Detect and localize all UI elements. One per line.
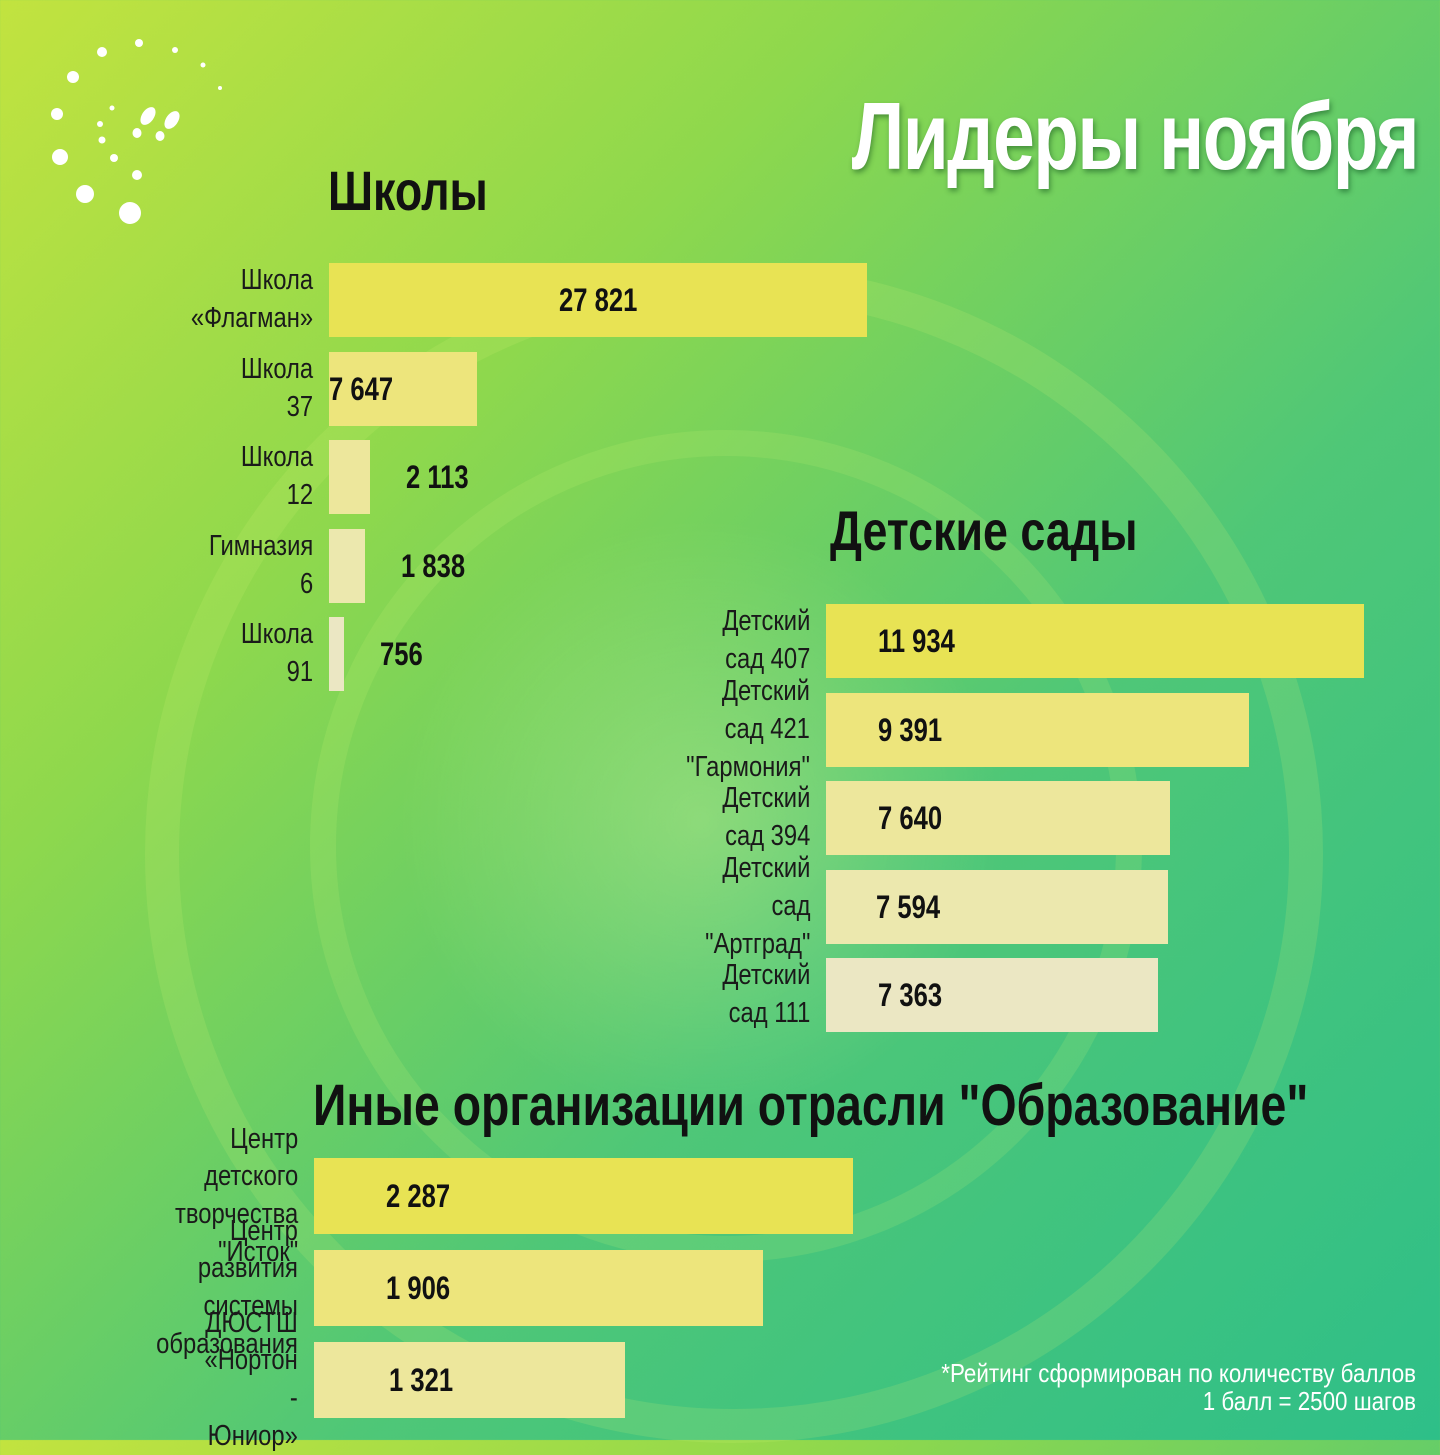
bar-row-organization: Центр развития системы образования 1 906: [156, 1215, 763, 1360]
bar: [329, 529, 365, 603]
bar: [826, 693, 1249, 767]
bar-row-kindergarten: Детский сад "Артград" 7 594: [705, 852, 1168, 960]
bar: [329, 352, 477, 426]
category-label: Школа «Флагман»: [190, 264, 314, 334]
section-title-other-organizations: Иные организации отрасли "Образование": [313, 1073, 1309, 1138]
bar-row-kindergarten: Детский сад 421 "Гармония" 9 391: [686, 675, 1249, 783]
bar: [314, 1158, 853, 1234]
footnote-line-1: *Рейтинг сформирован по количеству балло…: [941, 1358, 1416, 1388]
category-label: ДЮСТШ «Нортон - Юниор»: [204, 1306, 298, 1452]
value-label: 1 906: [386, 1269, 451, 1306]
bar-row-school: Гимназия 6 1 838: [209, 529, 465, 603]
footnote: *Рейтинг сформирован по количеству балло…: [941, 1358, 1416, 1416]
value-label: 2 113: [406, 458, 469, 495]
value-label: 9 391: [878, 711, 943, 748]
bar-row-kindergarten: Детский сад 111 7 363: [722, 958, 1158, 1032]
category-label: Детский сад 421 "Гармония": [686, 675, 810, 783]
bar-row-school: Школа «Флагман» 27 821: [191, 263, 867, 337]
category-label: Гимназия 6: [208, 530, 313, 600]
section-title-kindergartens: Детские сады: [830, 499, 1138, 562]
value-label: 756: [380, 635, 423, 672]
bar: [329, 440, 370, 514]
category-label: Детский сад "Артград": [704, 852, 810, 960]
footprints-icon: [51, 39, 222, 224]
value-label: 1 838: [401, 547, 466, 584]
bar: [314, 1250, 763, 1326]
bar-row-organization: Центр детского творчества "Исток" 2 287: [175, 1123, 853, 1268]
value-label: 7 594: [876, 888, 941, 925]
category-label: Школа 91: [240, 618, 313, 688]
page-title: Лидеры ноября: [851, 83, 1420, 190]
value-label: 27 821: [559, 281, 638, 318]
bar: [329, 263, 867, 337]
category-label: Детский сад 111: [721, 959, 810, 1029]
bar-row-school: Школа 37 7 647: [241, 352, 477, 426]
category-label: Детский сад 407: [721, 605, 810, 675]
bar-row-organization: ДЮСТШ «Нортон - Юниор» 1 321: [205, 1307, 625, 1452]
bar: [826, 604, 1364, 678]
value-label: 7 640: [878, 799, 943, 836]
bar: [329, 617, 344, 691]
value-label: 2 287: [386, 1177, 451, 1214]
bar-row-school: Школа 91 756: [241, 617, 423, 691]
value-label: 11 934: [878, 622, 955, 659]
bar-row-kindergarten: Детский сад 407 11 934: [722, 604, 1364, 678]
bar-row-school: Школа 12 2 113: [241, 440, 469, 514]
bar: [826, 781, 1170, 855]
value-label: 7 363: [878, 976, 943, 1013]
bar: [826, 870, 1168, 944]
footnote-line-2: 1 балл = 2500 шагов: [1202, 1385, 1416, 1416]
section-title-schools: Школы: [328, 159, 488, 222]
category-label: Школа 12: [240, 441, 313, 511]
bar: [314, 1342, 625, 1418]
bar-row-kindergarten: Детский сад 394 7 640: [722, 781, 1170, 855]
bar: [826, 958, 1158, 1032]
category-label: Школа 37: [240, 353, 313, 423]
value-label: 7 647: [329, 370, 394, 407]
category-label: Детский сад 394: [721, 782, 810, 852]
value-label: 1 321: [389, 1361, 454, 1398]
